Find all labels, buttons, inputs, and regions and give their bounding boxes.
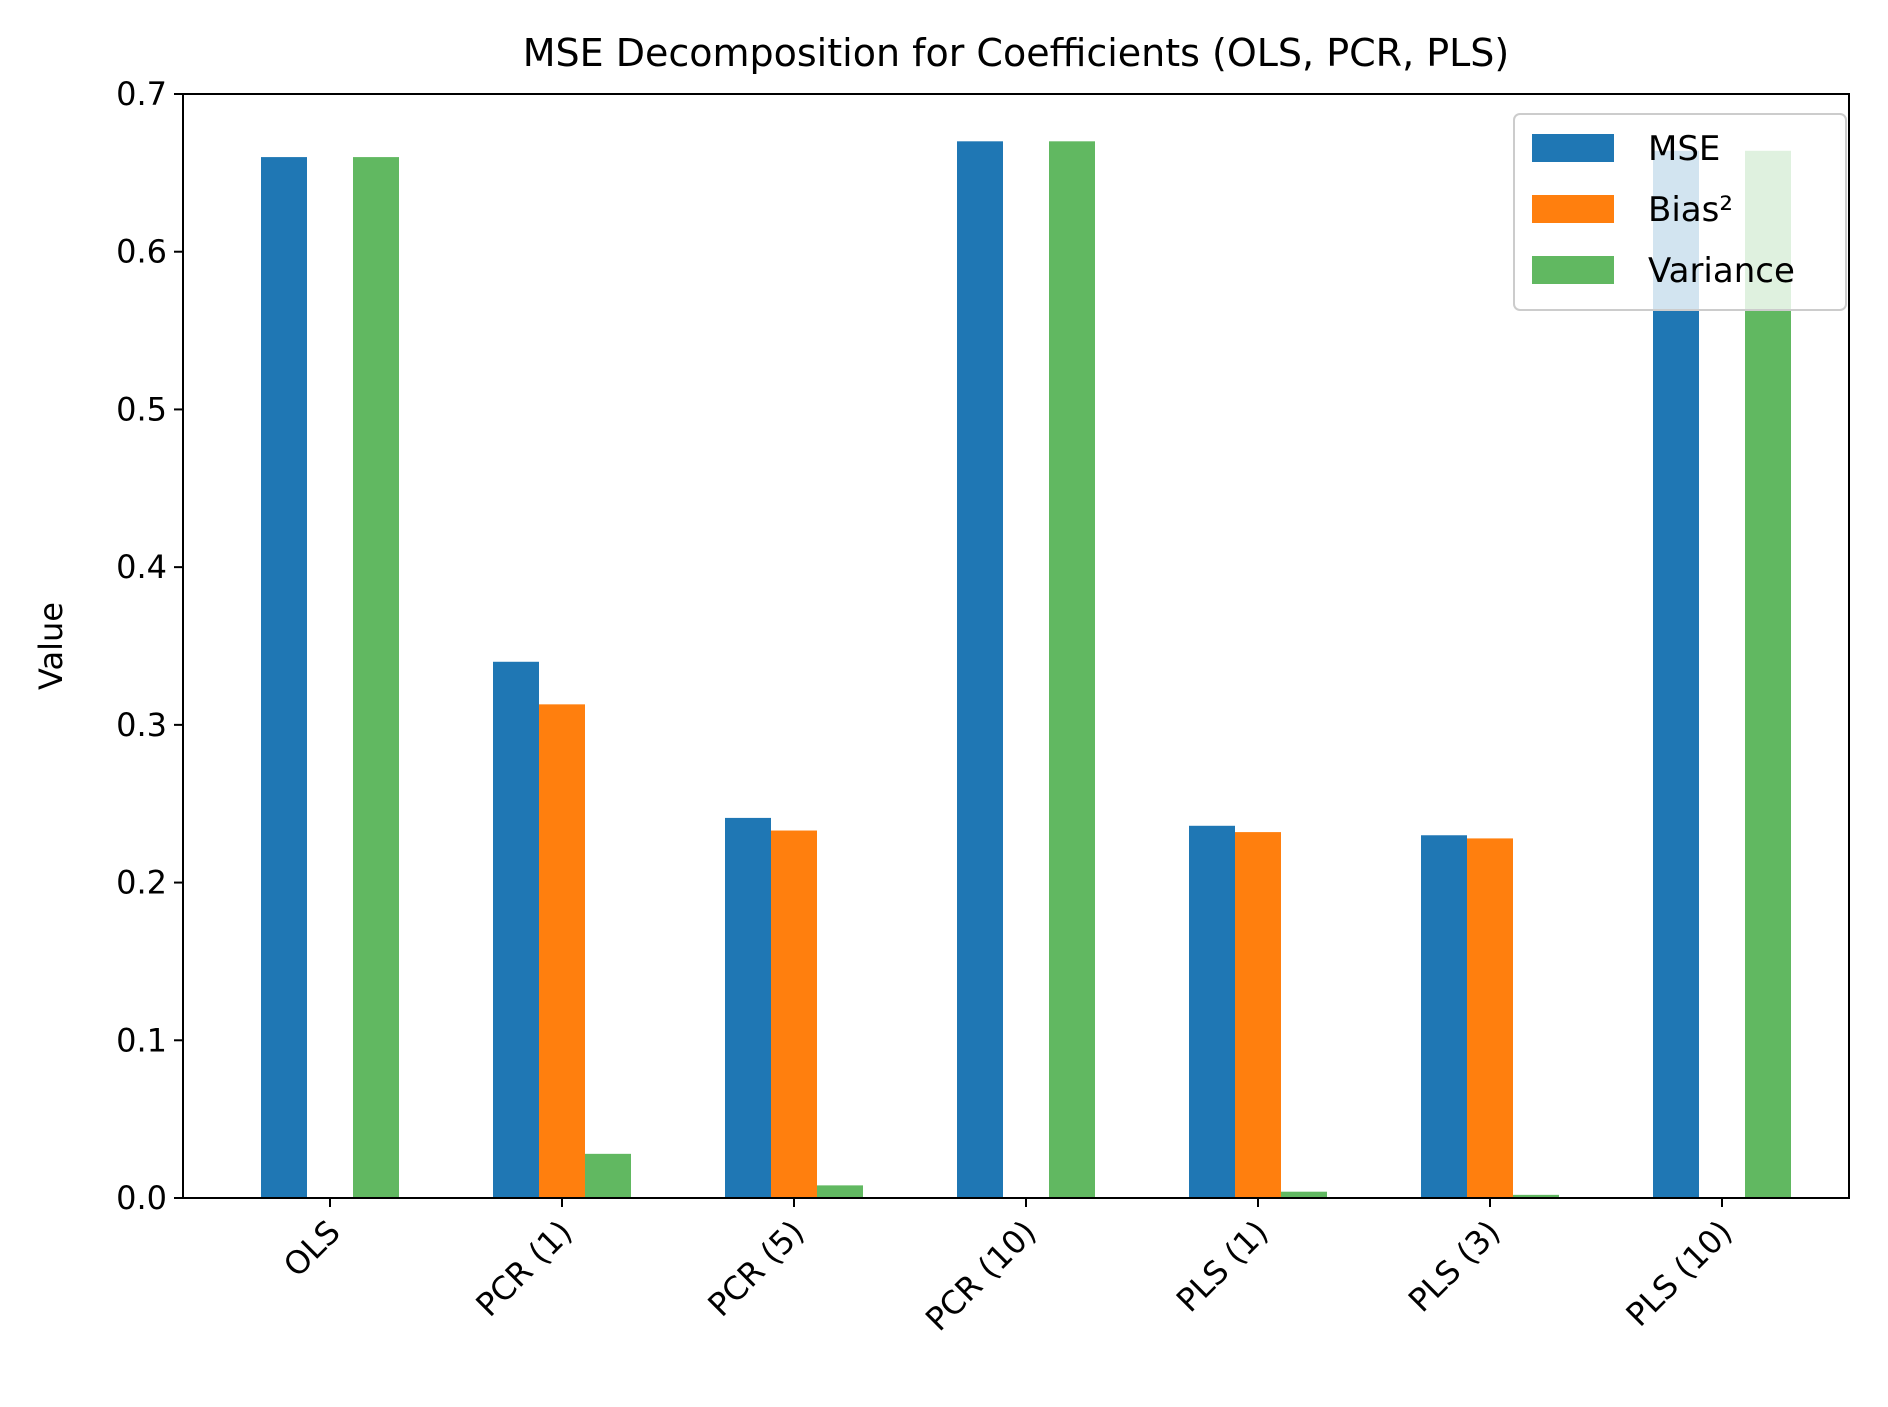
bar-variance-pls-3: [1513, 1194, 1559, 1198]
bar-bias-pcr-1: [539, 704, 585, 1198]
legend-swatch: [1532, 134, 1614, 162]
bar-mse-pcr-1: [493, 661, 539, 1198]
bar-mse-ols: [261, 157, 307, 1199]
bar-variance-pcr-10: [1049, 141, 1095, 1198]
bar-mse-pcr-5: [725, 817, 771, 1198]
y-tick-label: 0.1: [116, 1021, 167, 1059]
y-axis: 0.0 0.1 0.2 0.3 0.4 0.5 0.6 0.7: [116, 75, 183, 1217]
bar-mse-pcr-10: [957, 141, 1003, 1198]
y-tick-label: 0.7: [116, 75, 167, 113]
bars-layer: [261, 141, 1791, 1199]
legend-label: Bias²: [1648, 190, 1733, 230]
legend: MSE Bias² Variance: [1513, 113, 1847, 311]
legend-swatch: [1532, 256, 1614, 284]
bar-variance-pls-10: [1745, 150, 1791, 1198]
y-tick-label: 0.0: [116, 1179, 167, 1217]
bar-mse-pls-3: [1421, 835, 1467, 1198]
y-axis-title: Value: [32, 602, 70, 690]
bar-variance-pls-1: [1281, 1191, 1327, 1198]
y-tick-label: 0.4: [116, 548, 167, 586]
plot-frame: [182, 93, 1850, 1199]
legend-swatch: [1532, 195, 1614, 223]
bar-bias-pls-3: [1467, 838, 1513, 1198]
legend-label: Variance: [1648, 251, 1795, 291]
legend-entries: MSE Bias² Variance: [1532, 129, 1795, 291]
y-tick-label: 0.2: [116, 864, 167, 902]
chart-title: MSE Decomposition for Coefficients (OLS,…: [523, 31, 1510, 75]
bar-mse-pls-10: [1653, 150, 1699, 1198]
bar-bias-pcr-5: [771, 830, 817, 1198]
bar-variance-pcr-5: [817, 1185, 863, 1198]
y-tick-label: 0.3: [116, 706, 167, 744]
bar-bias-pls-1: [1235, 832, 1281, 1198]
bar-variance-ols: [353, 157, 399, 1199]
y-tick-label: 0.6: [116, 233, 167, 271]
bar-mse-pls-1: [1189, 825, 1235, 1198]
bar-variance-pcr-1: [585, 1153, 631, 1198]
y-tick-label: 0.5: [116, 390, 167, 428]
legend-label: MSE: [1648, 129, 1720, 169]
